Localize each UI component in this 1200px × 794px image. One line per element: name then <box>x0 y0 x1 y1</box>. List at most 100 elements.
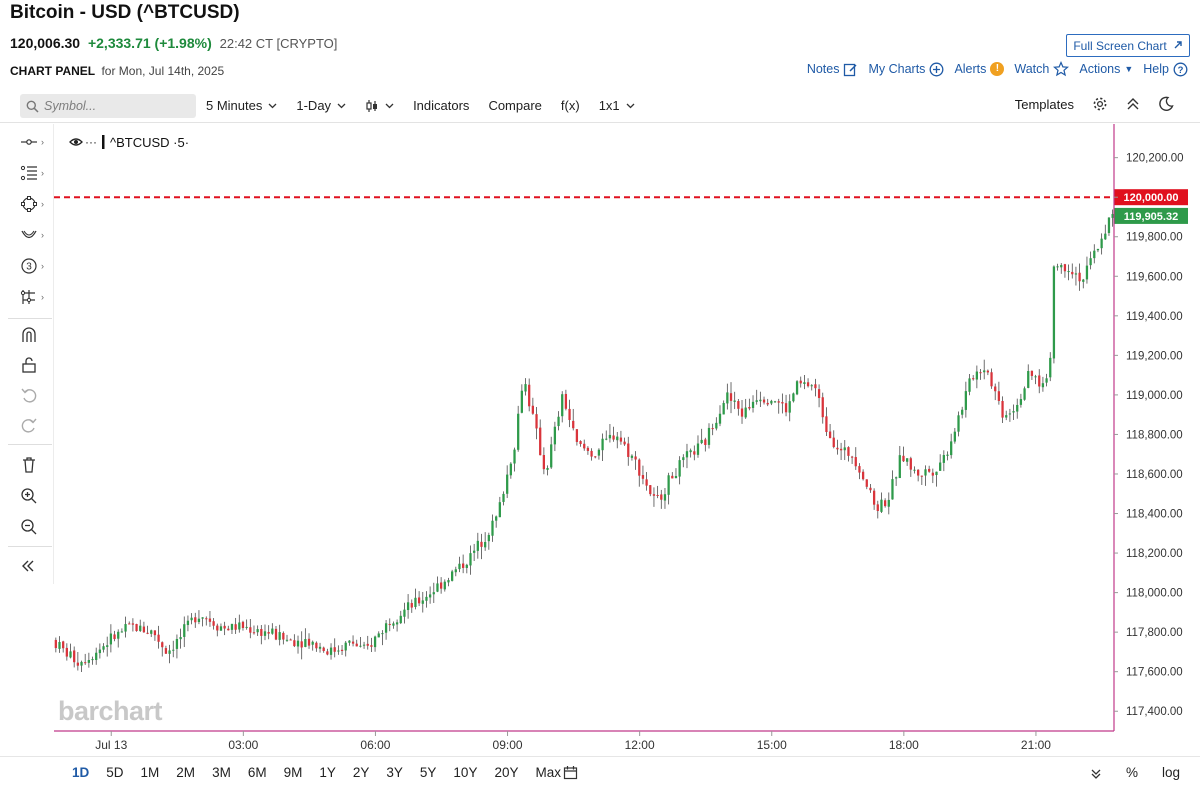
candle-body <box>102 646 105 650</box>
candle-body <box>282 632 285 640</box>
candle-body <box>414 597 417 608</box>
range-20y[interactable]: 20Y <box>494 765 519 780</box>
candle-body <box>854 457 857 467</box>
moon-icon[interactable] <box>1158 96 1174 112</box>
range-3y[interactable]: 3Y <box>386 765 403 780</box>
range-9m[interactable]: 9M <box>283 765 303 780</box>
double-chevron-down-icon[interactable] <box>1090 767 1102 781</box>
actions-label: Actions <box>1079 62 1121 76</box>
candle-body <box>872 490 876 505</box>
watch-link[interactable]: Watch <box>1014 61 1070 77</box>
magnet-button[interactable] <box>20 323 50 347</box>
candle-body <box>399 615 402 624</box>
range-6m[interactable]: 6M <box>247 765 267 780</box>
range-2y[interactable]: 2Y <box>352 765 370 780</box>
candle-body <box>322 647 325 652</box>
candle-body <box>803 382 806 384</box>
candle-body <box>509 463 512 476</box>
layout-select[interactable]: 1x1 <box>599 98 635 113</box>
barchart-watermark: barchart <box>58 696 163 726</box>
range-1d[interactable]: 1D <box>72 765 90 780</box>
redo-button[interactable] <box>20 413 50 437</box>
fib-tool[interactable]: › <box>20 161 50 185</box>
candle-body <box>572 420 575 429</box>
lock-button[interactable] <box>20 353 50 377</box>
candle-body <box>1089 258 1092 266</box>
compare-button[interactable]: Compare <box>488 98 542 113</box>
range-select[interactable]: 1-Day <box>296 98 346 113</box>
candle-body <box>729 393 733 401</box>
shape-icon <box>21 196 37 212</box>
range-1y[interactable]: 1Y <box>319 765 336 780</box>
candle-body <box>278 632 281 640</box>
range-1m[interactable]: 1M <box>140 765 160 780</box>
candle-body <box>58 641 61 649</box>
magnet-icon <box>22 327 36 342</box>
shape-tool[interactable]: › <box>20 192 50 216</box>
candle-body <box>1038 375 1041 387</box>
candle-body <box>649 485 652 495</box>
collapse-icon[interactable] <box>1126 97 1140 111</box>
candle-body <box>1027 371 1030 388</box>
log-scale-toggle[interactable]: log <box>1161 765 1180 780</box>
zoom-in-button[interactable] <box>20 484 50 508</box>
notes-link[interactable]: Notes <box>807 62 859 77</box>
y-tick-label: 118,200.00 <box>1126 548 1183 560</box>
candle-body <box>150 630 153 634</box>
candle-body <box>704 439 707 445</box>
candle-body <box>1034 376 1037 378</box>
range-10y[interactable]: 10Y <box>453 765 478 780</box>
chart-type-select[interactable] <box>365 99 394 113</box>
candle-body <box>546 467 549 470</box>
undo-button[interactable] <box>20 383 50 407</box>
indicators-button[interactable]: Indicators <box>413 98 470 113</box>
zoom-out-button[interactable] <box>20 515 50 539</box>
my-charts-link[interactable]: My Charts <box>868 62 944 77</box>
chevron-down-icon <box>385 103 394 108</box>
measure-tool[interactable]: › <box>20 285 50 309</box>
help-link[interactable]: Help ? <box>1143 62 1188 77</box>
candle-body <box>95 652 98 661</box>
candle-body <box>737 401 740 409</box>
gear-icon[interactable] <box>1092 96 1108 112</box>
count-tool[interactable]: 3 › <box>20 254 50 278</box>
candle-body <box>175 638 179 649</box>
range-label: 1-Day <box>296 98 332 113</box>
arc-tool[interactable]: › <box>20 223 50 247</box>
range-2m[interactable]: 2M <box>176 765 196 780</box>
range-5d[interactable]: 5D <box>106 765 124 780</box>
candle-body <box>234 624 237 630</box>
candle-body <box>674 476 678 479</box>
candle-body <box>201 617 204 619</box>
candle-body <box>1019 399 1023 405</box>
eye-icon[interactable] <box>69 138 83 146</box>
fx-button[interactable]: f(x) <box>560 98 580 113</box>
candle-body <box>473 550 476 553</box>
range-max[interactable]: Max <box>535 765 561 780</box>
legend-menu-dots[interactable]: ··· <box>85 135 97 149</box>
range-3m[interactable]: 3M <box>212 765 231 780</box>
candle-body <box>906 458 909 462</box>
candle-body <box>1012 411 1015 413</box>
calendar-icon[interactable] <box>563 765 578 780</box>
candle-body <box>495 516 498 521</box>
candle-body <box>157 634 160 642</box>
actions-menu[interactable]: Actions ▼ <box>1079 62 1133 76</box>
symbol-input[interactable] <box>44 99 184 113</box>
templates-button[interactable]: Templates <box>1014 96 1074 112</box>
line-tool[interactable]: › <box>20 130 50 154</box>
range-5y[interactable]: 5Y <box>419 765 437 780</box>
full-screen-chart-button[interactable]: Full Screen Chart <box>1066 34 1190 57</box>
interval-select[interactable]: 5 Minutes <box>206 98 277 113</box>
candle-body <box>535 414 538 429</box>
price-chart[interactable]: 120,000.00 119,905.32 117,400.00 117,600.0… <box>0 124 1200 756</box>
percent-scale-toggle[interactable]: % <box>1125 765 1138 780</box>
symbol-search[interactable] <box>20 94 196 118</box>
chevron-right-icon: › <box>41 292 44 302</box>
collapse-tools-button[interactable] <box>20 554 50 578</box>
candle-body <box>913 469 916 471</box>
alerts-link[interactable]: Alerts ! <box>954 62 1005 76</box>
delete-button[interactable] <box>20 453 50 477</box>
candle-body <box>616 436 619 441</box>
series-legend[interactable]: ··· ^BTCUSD ·5· <box>69 135 189 150</box>
